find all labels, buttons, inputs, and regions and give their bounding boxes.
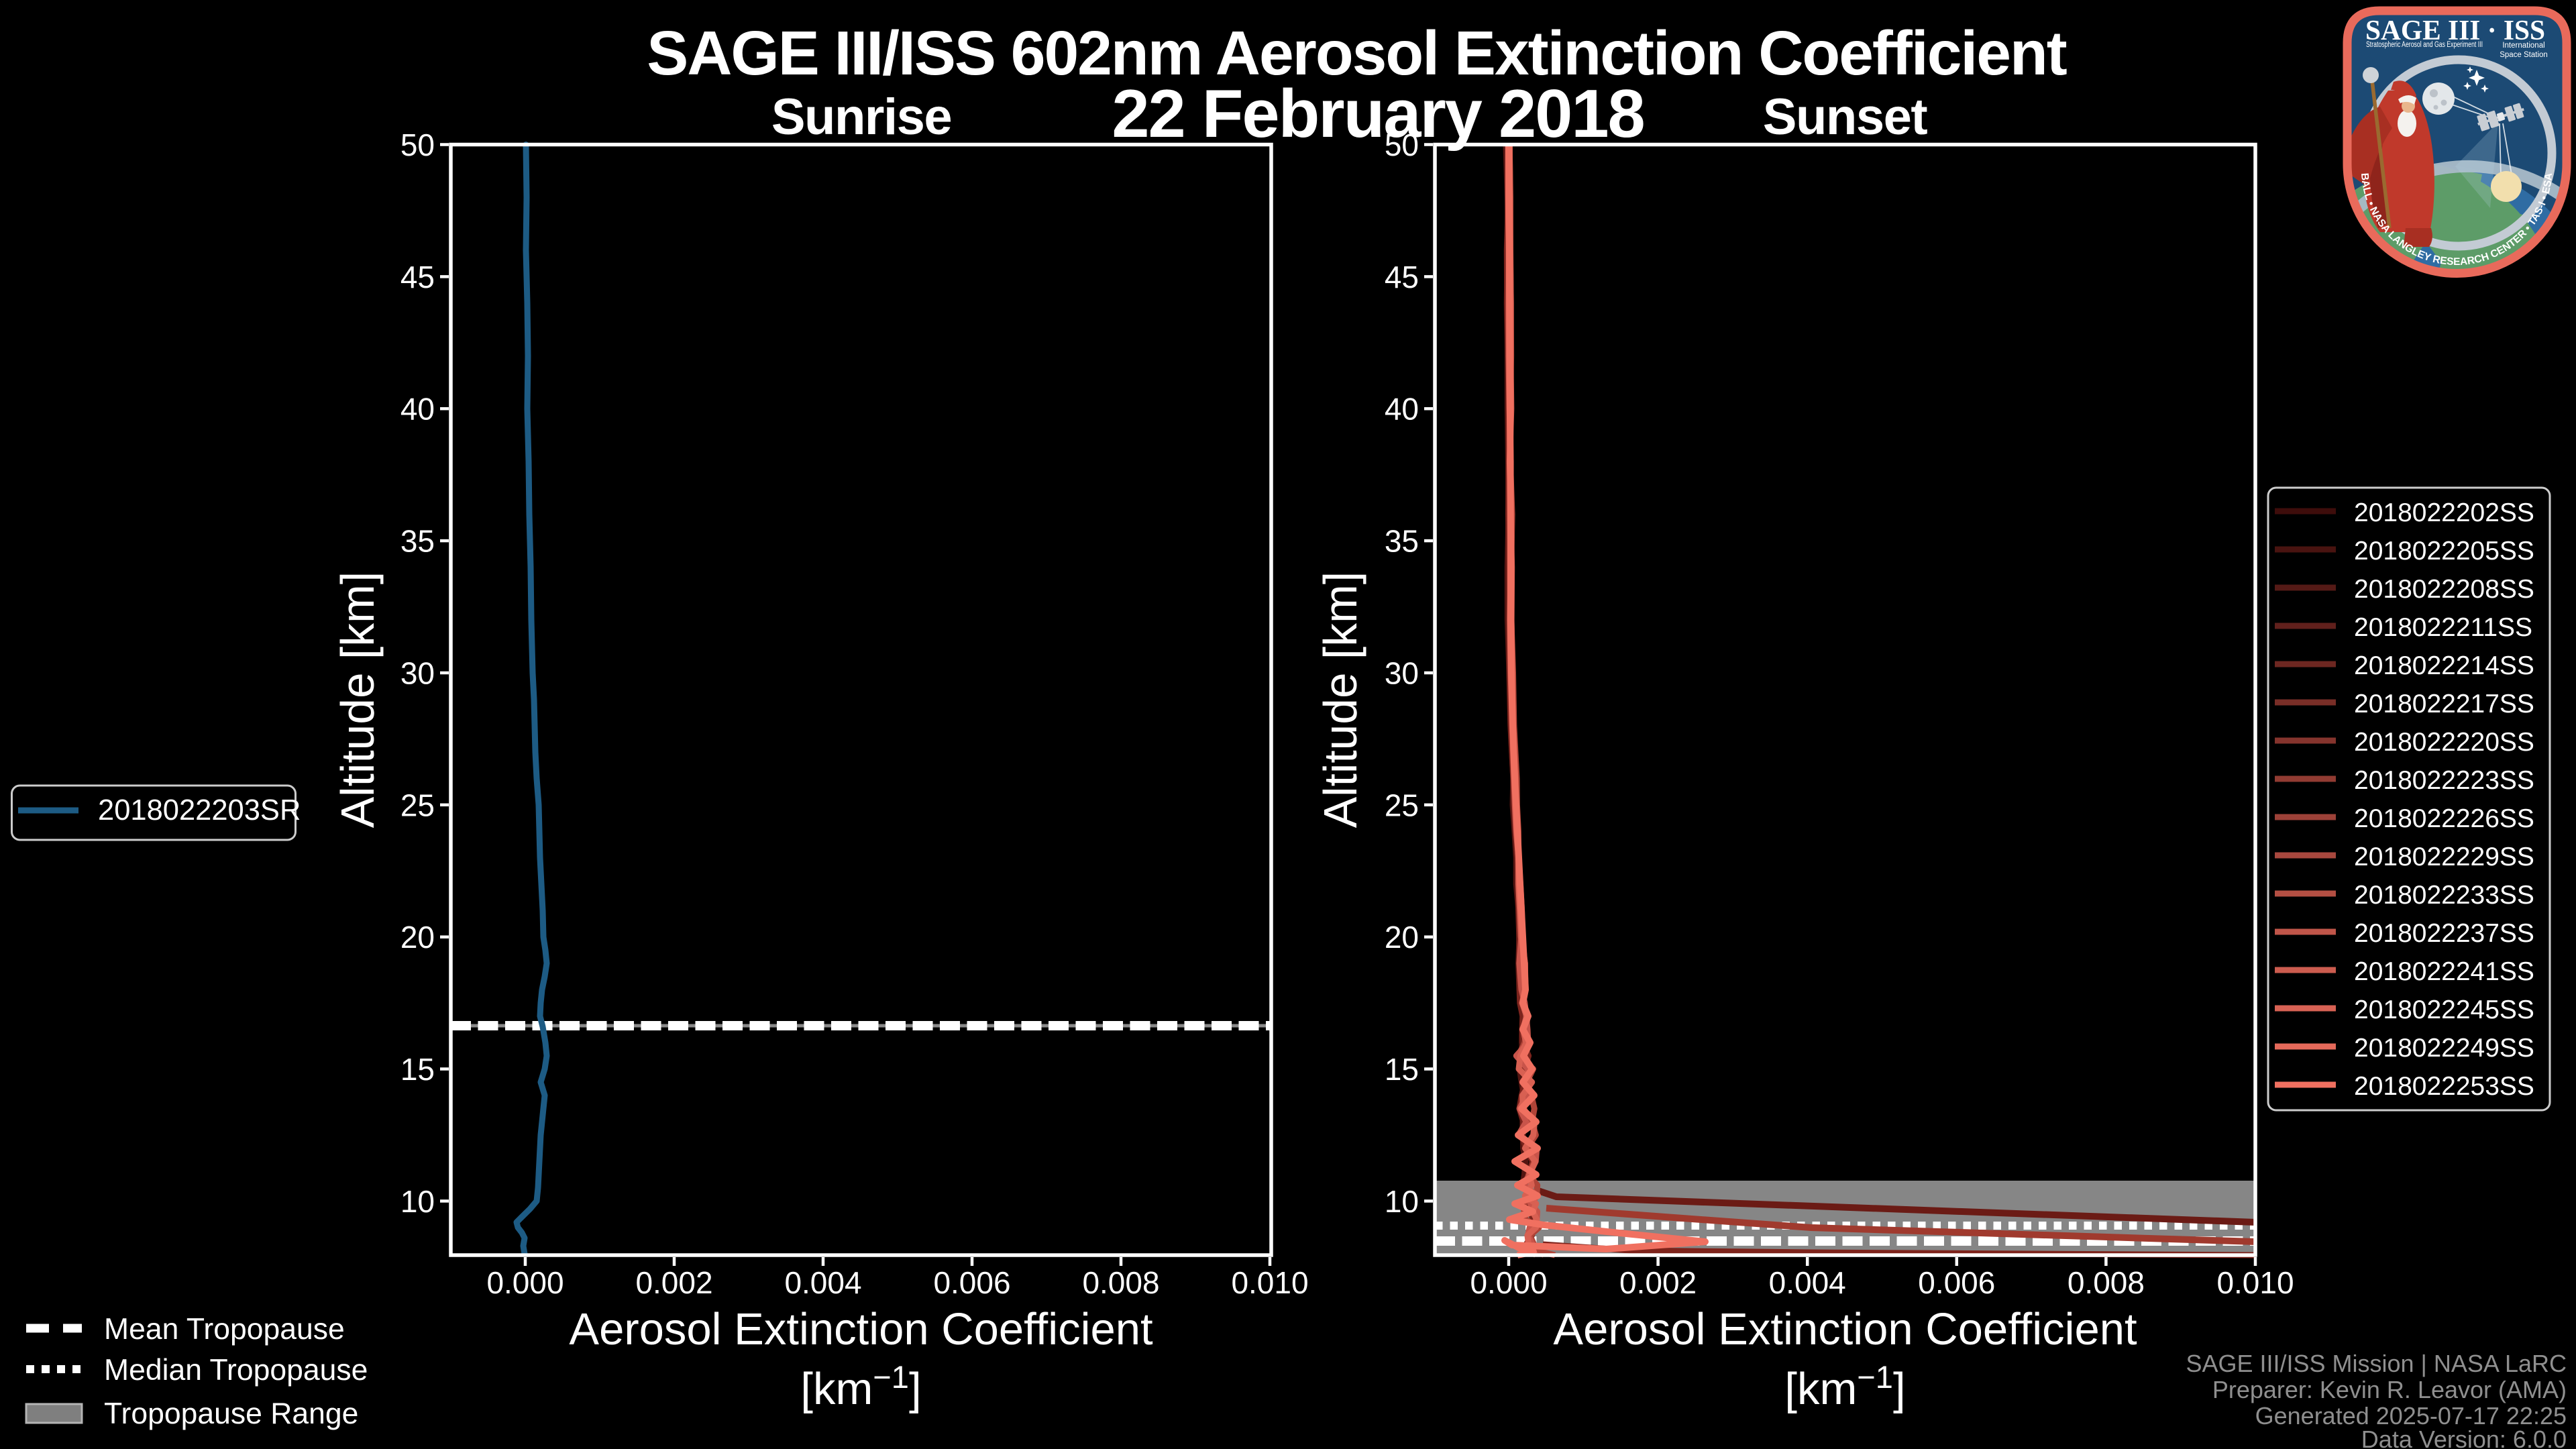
svg-text:25: 25 — [1385, 788, 1419, 822]
svg-text:SAGE III/ISS Mission | NASA La: SAGE III/ISS Mission | NASA LaRC — [2186, 1350, 2567, 1377]
svg-text:0.010: 0.010 — [2216, 1265, 2294, 1300]
svg-text:Sunset: Sunset — [1763, 89, 1928, 146]
svg-text:35: 35 — [1385, 524, 1419, 559]
svg-text:35: 35 — [400, 524, 435, 559]
svg-text:2018022223SS: 2018022223SS — [2354, 766, 2534, 795]
svg-text:2018022202SS: 2018022202SS — [2354, 498, 2534, 527]
svg-text:0.000: 0.000 — [1470, 1265, 1547, 1300]
svg-text:International: International — [2502, 42, 2544, 50]
svg-text:Median Tropopause: Median Tropopause — [104, 1354, 368, 1387]
svg-text:0.002: 0.002 — [635, 1265, 712, 1300]
svg-text:22 February 2018: 22 February 2018 — [1112, 76, 1644, 152]
svg-text:2018022237SS: 2018022237SS — [2354, 919, 2534, 948]
svg-text:2018022208SS: 2018022208SS — [2354, 575, 2534, 604]
svg-text:2018022211SS: 2018022211SS — [2354, 613, 2532, 642]
svg-text:20: 20 — [400, 920, 435, 955]
svg-text:30: 30 — [1385, 656, 1419, 691]
svg-text:2018022229SS: 2018022229SS — [2354, 843, 2534, 871]
svg-text:Sunrise: Sunrise — [771, 89, 951, 146]
svg-text:Stratospheric Aerosol and Gas: Stratospheric Aerosol and Gas Experiment… — [2366, 41, 2483, 49]
svg-text:40: 40 — [400, 392, 435, 427]
svg-text:0.004: 0.004 — [784, 1265, 861, 1300]
svg-text:2018022205SS: 2018022205SS — [2354, 537, 2534, 566]
svg-text:2018022220SS: 2018022220SS — [2354, 728, 2534, 757]
svg-text:2018022241SS: 2018022241SS — [2354, 957, 2534, 986]
svg-text:Preparer: Kevin R. Leavor (AMA: Preparer: Kevin R. Leavor (AMA) — [2212, 1376, 2567, 1403]
svg-text:0.000: 0.000 — [486, 1265, 564, 1300]
svg-text:2018022226SS: 2018022226SS — [2354, 804, 2534, 833]
svg-text:0.010: 0.010 — [1231, 1265, 1308, 1300]
svg-text:SAGE III/ISS 602nm Aerosol Ext: SAGE III/ISS 602nm Aerosol Extinction Co… — [647, 18, 2067, 88]
svg-text:10: 10 — [1385, 1184, 1419, 1219]
svg-text:50: 50 — [1385, 127, 1419, 162]
svg-text:Altitude [km]: Altitude [km] — [1314, 572, 1366, 828]
svg-text:0.008: 0.008 — [1082, 1265, 1159, 1300]
svg-text:0.002: 0.002 — [1619, 1265, 1697, 1300]
svg-text:45: 45 — [400, 260, 435, 294]
svg-text:2018022253SS: 2018022253SS — [2354, 1072, 2534, 1101]
svg-text:15: 15 — [400, 1052, 435, 1087]
svg-text:2018022233SS: 2018022233SS — [2354, 881, 2534, 910]
svg-text:0.006: 0.006 — [933, 1265, 1010, 1300]
svg-text:0.008: 0.008 — [2068, 1265, 2145, 1300]
svg-text:2018022245SS: 2018022245SS — [2354, 996, 2534, 1024]
svg-text:15: 15 — [1385, 1052, 1419, 1087]
svg-text:Altitude [km]: Altitude [km] — [331, 572, 384, 828]
svg-text:30: 30 — [400, 656, 435, 691]
svg-text:0.006: 0.006 — [1918, 1265, 1995, 1300]
svg-text:Aerosol Extinction Coefficient: Aerosol Extinction Coefficient — [569, 1304, 1153, 1354]
svg-text:Aerosol Extinction Coefficient: Aerosol Extinction Coefficient — [1553, 1304, 2137, 1354]
svg-text:Space Station: Space Station — [2500, 51, 2548, 59]
svg-text:2018022214SS: 2018022214SS — [2354, 651, 2534, 680]
svg-text:10: 10 — [400, 1184, 435, 1219]
svg-text:2018022249SS: 2018022249SS — [2354, 1034, 2534, 1063]
svg-text:50: 50 — [400, 127, 435, 162]
svg-text:SAGE III · ISS: SAGE III · ISS — [2365, 15, 2545, 46]
svg-text:Tropopause Range: Tropopause Range — [104, 1397, 358, 1430]
svg-text:45: 45 — [1385, 260, 1419, 294]
svg-text:40: 40 — [1385, 392, 1419, 427]
svg-text:2018022203SR: 2018022203SR — [98, 794, 301, 826]
svg-text:2018022217SS: 2018022217SS — [2354, 690, 2534, 718]
svg-text:Generated 2025-07-17 22:25: Generated 2025-07-17 22:25 — [2255, 1402, 2567, 1430]
svg-text:Data Version: 6.0.0: Data Version: 6.0.0 — [2361, 1426, 2567, 1449]
svg-text:0.004: 0.004 — [1769, 1265, 1846, 1300]
svg-text:25: 25 — [400, 788, 435, 822]
svg-text:20: 20 — [1385, 920, 1419, 955]
svg-text:Mean Tropopause: Mean Tropopause — [104, 1313, 345, 1346]
